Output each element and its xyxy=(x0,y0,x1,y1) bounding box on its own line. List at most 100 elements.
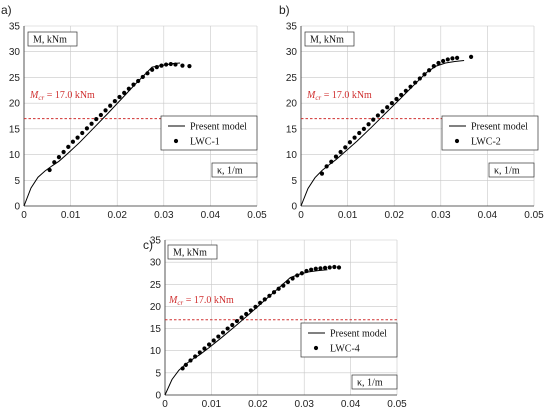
data-point-lwc-2 xyxy=(389,101,394,106)
data-point-lwc-4 xyxy=(253,304,258,309)
data-point-lwc-2 xyxy=(338,149,343,155)
data-point-lwc-4 xyxy=(220,330,226,335)
y-axis-label-box xyxy=(167,244,218,260)
y-tick-label: 30 xyxy=(9,47,21,58)
data-point-lwc-4 xyxy=(295,273,300,278)
x-tick-label: 0.03 xyxy=(154,210,174,221)
cracking-moment-value: = 17.0 kNm xyxy=(44,90,95,101)
data-point-lwc-2 xyxy=(357,130,362,136)
x-tick-label: 0.04 xyxy=(478,210,498,221)
data-point-lwc-4 xyxy=(276,286,281,291)
y-tick-label: 5 xyxy=(14,176,20,187)
data-point-lwc-2 xyxy=(441,58,446,64)
data-point-lwc-2 xyxy=(468,54,474,59)
y-tick-label: 5 xyxy=(155,368,161,379)
y-tick-label: 10 xyxy=(9,150,21,161)
data-point-lwc-4 xyxy=(313,266,318,271)
data-point-lwc-1 xyxy=(136,78,141,84)
data-point-lwc-2 xyxy=(450,56,455,61)
data-point-lwc-1 xyxy=(98,112,103,118)
data-point-lwc-1 xyxy=(47,167,52,173)
data-point-lwc-4 xyxy=(202,346,207,351)
y-tick-label: 25 xyxy=(150,280,162,291)
data-point-lwc-4 xyxy=(267,293,272,298)
series-line-present-model xyxy=(23,62,181,207)
data-point-lwc-1 xyxy=(126,86,131,91)
y-axis-label: M, kNm xyxy=(33,35,67,46)
x-axis-label-box xyxy=(488,162,535,178)
cracking-moment-value: = 17.0 kNm xyxy=(183,295,234,306)
data-point-lwc-2 xyxy=(380,109,385,114)
x-tick-label: 0.05 xyxy=(387,399,407,410)
y-axis-label-box xyxy=(27,31,78,47)
data-point-lwc-1 xyxy=(66,144,71,149)
y-tick-label: 35 xyxy=(9,22,21,33)
data-point-lwc-2 xyxy=(333,154,339,159)
data-point-lwc-1 xyxy=(103,108,108,113)
data-point-lwc-1 xyxy=(56,155,62,160)
data-point-lwc-1 xyxy=(145,71,150,76)
y-tick-label: 15 xyxy=(150,324,162,335)
legend-label-specimen: LWC-4 xyxy=(330,344,360,355)
data-point-lwc-2 xyxy=(455,55,460,60)
data-point-lwc-1 xyxy=(187,64,192,69)
y-tick-label: 15 xyxy=(286,124,298,135)
x-tick-label: 0.05 xyxy=(247,210,267,221)
data-point-lwc-4 xyxy=(248,308,253,313)
data-point-lwc-4 xyxy=(197,350,202,355)
x-axis-label: κ, 1/m xyxy=(494,166,520,177)
y-tick-label: 30 xyxy=(286,47,298,58)
data-point-lwc-2 xyxy=(417,76,422,81)
x-axis-label-box xyxy=(351,374,398,390)
data-point-lwc-1 xyxy=(122,90,127,95)
data-point-lwc-1 xyxy=(70,139,76,144)
data-point-lwc-2 xyxy=(375,113,380,118)
data-point-lwc-4 xyxy=(180,366,185,371)
y-tick-label: 25 xyxy=(286,73,298,84)
data-point-lwc-4 xyxy=(188,358,193,363)
data-point-lwc-4 xyxy=(206,342,212,347)
y-tick-label: 35 xyxy=(286,22,298,33)
y-tick-label: 15 xyxy=(9,124,21,135)
data-point-lwc-4 xyxy=(211,338,216,343)
cracking-moment-subscript: cr xyxy=(315,94,321,102)
x-tick-label: 0.01 xyxy=(61,210,81,221)
x-tick-label: 0.04 xyxy=(201,210,221,221)
data-point-lwc-4 xyxy=(327,265,332,270)
data-point-lwc-1 xyxy=(117,94,122,100)
data-point-lwc-2 xyxy=(319,171,325,176)
data-point-lwc-1 xyxy=(140,74,145,80)
data-point-lwc-1 xyxy=(112,98,117,104)
data-point-lwc-4 xyxy=(244,311,249,317)
x-tick-label: 0 xyxy=(162,399,168,410)
legend-box xyxy=(300,322,398,358)
data-point-lwc-4 xyxy=(183,362,188,367)
data-point-lwc-4 xyxy=(318,266,323,271)
x-tick-label: 0.04 xyxy=(341,399,361,410)
data-point-lwc-1 xyxy=(150,67,155,72)
legend-marker-swatch xyxy=(173,138,179,144)
data-point-lwc-1 xyxy=(80,130,85,136)
data-point-lwc-2 xyxy=(427,68,432,73)
data-point-lwc-2 xyxy=(352,135,357,140)
data-point-lwc-2 xyxy=(385,105,390,110)
data-point-lwc-4 xyxy=(332,264,337,270)
data-point-lwc-2 xyxy=(445,57,450,62)
data-point-lwc-1 xyxy=(84,126,90,131)
data-point-lwc-2 xyxy=(394,96,399,102)
y-tick-label: 10 xyxy=(150,346,162,357)
cracking-moment-label: Mcr = 17.0 kNm xyxy=(29,90,95,102)
data-point-lwc-2 xyxy=(413,80,418,85)
data-point-lwc-1 xyxy=(180,63,185,68)
legend-label-present-model: Present model xyxy=(190,122,247,133)
cracking-moment-symbol: M xyxy=(29,90,39,101)
data-point-lwc-2 xyxy=(422,72,427,77)
chart-panel-3: c) 0 0.01 0.02 0.03 0.04 0.05 0 5 10 15 20 25 30 35 Mcr… xyxy=(143,236,407,411)
cracking-moment-label: Mcr = 17.0 kNm xyxy=(306,90,372,102)
data-point-lwc-1 xyxy=(61,149,66,155)
cracking-moment-value: = 17.0 kNm xyxy=(321,90,372,101)
data-point-lwc-4 xyxy=(234,318,240,324)
y-tick-label: 20 xyxy=(150,302,162,313)
legend-marker-swatch xyxy=(313,345,319,351)
x-tick-label: 0.02 xyxy=(384,210,404,221)
